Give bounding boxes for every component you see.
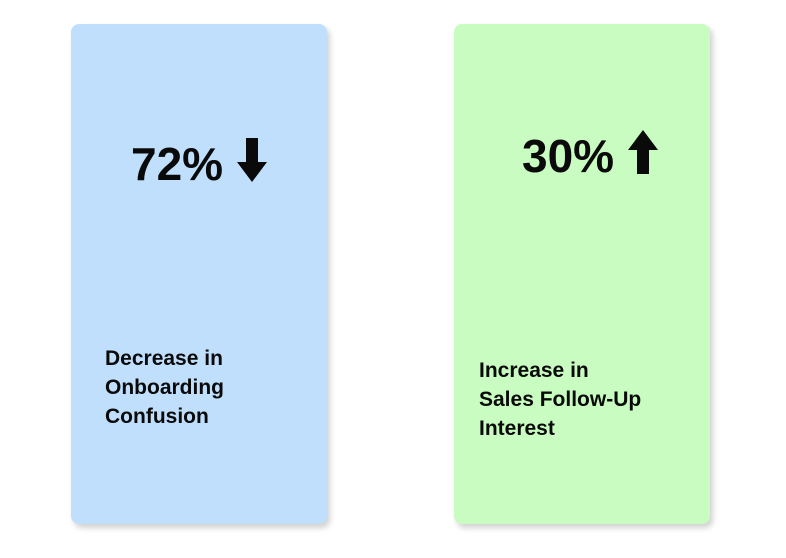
stat-description-line: Confusion <box>105 405 209 428</box>
stat-card-sales: 30% Increase in Sales Follow-Up Interest <box>454 24 710 524</box>
stat-description-line: Sales Follow-Up <box>479 388 642 411</box>
stat-description: Increase in Sales Follow-Up Interest <box>479 356 679 443</box>
stat-description-line: Onboarding <box>105 376 224 399</box>
stat-description-line: Increase in <box>479 359 589 382</box>
stat-metric: 30% <box>522 129 659 182</box>
stat-card-onboarding: 72% Decrease in Onboarding Confusion <box>71 24 327 524</box>
arrow-up-icon <box>628 130 659 181</box>
stat-value: 72% <box>131 137 224 190</box>
stat-metric: 72% <box>131 137 268 190</box>
stat-description-line: Interest <box>479 417 555 440</box>
stat-description-line: Decrease in <box>105 347 223 370</box>
stat-description: Decrease in Onboarding Confusion <box>105 344 305 431</box>
arrow-down-icon <box>237 138 268 189</box>
stat-value: 30% <box>522 129 615 182</box>
